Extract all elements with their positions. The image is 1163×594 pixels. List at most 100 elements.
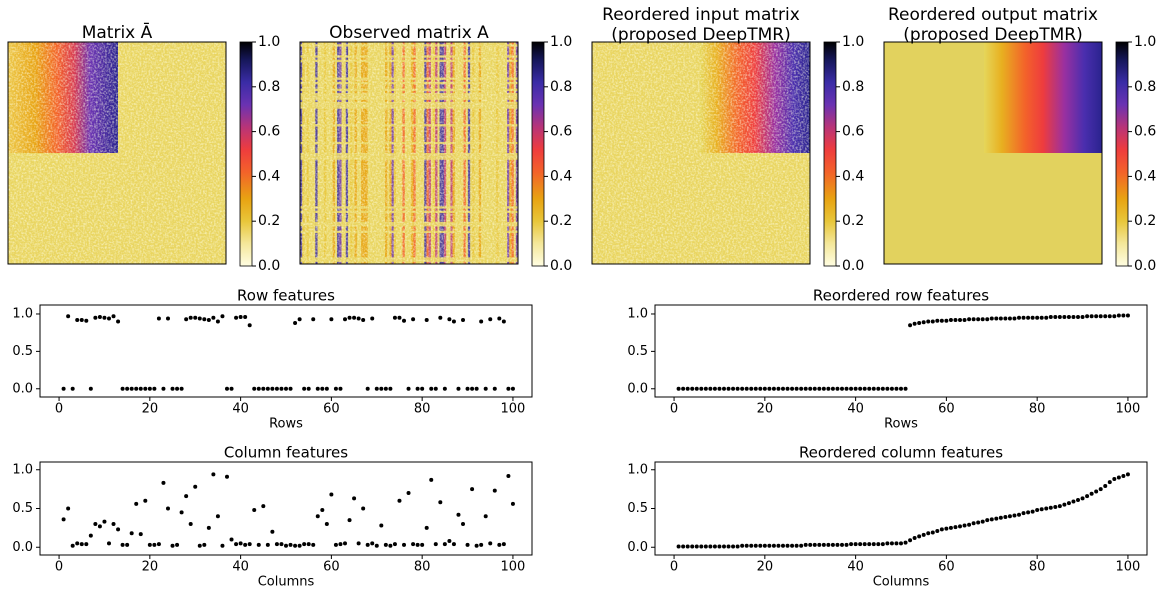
- point: [1003, 316, 1008, 321]
- point: [397, 315, 402, 320]
- colorbar-tick-label: 0.0: [1134, 258, 1156, 274]
- point: [234, 542, 239, 547]
- point: [1039, 507, 1044, 512]
- point: [156, 542, 161, 547]
- point: [288, 386, 293, 391]
- point: [776, 543, 781, 548]
- point: [703, 544, 708, 549]
- point: [70, 543, 75, 548]
- point: [143, 498, 148, 503]
- point: [170, 386, 175, 391]
- point: [690, 386, 695, 391]
- x-tick-label: 0: [55, 560, 63, 575]
- point: [712, 386, 717, 391]
- point: [383, 386, 388, 391]
- point: [1021, 315, 1026, 320]
- point: [206, 525, 211, 530]
- point: [388, 543, 393, 548]
- x-axis-label: Rows: [884, 417, 918, 432]
- point: [279, 542, 284, 547]
- point: [1057, 504, 1062, 509]
- point: [420, 542, 425, 547]
- colorbar-tick-label: 1.0: [1134, 34, 1156, 50]
- point: [844, 386, 849, 391]
- y-tick-label: 1.0: [12, 306, 33, 321]
- point: [243, 314, 248, 319]
- point: [106, 316, 111, 321]
- point: [976, 317, 981, 322]
- point: [1007, 316, 1012, 321]
- plot-frame: [39, 304, 533, 398]
- point: [470, 487, 475, 492]
- point: [402, 318, 407, 323]
- point: [821, 386, 826, 391]
- point: [234, 315, 239, 320]
- point: [867, 542, 872, 547]
- point: [899, 386, 903, 391]
- x-tick-label: 20: [142, 560, 159, 575]
- point: [749, 543, 754, 548]
- colorbar-tick-label: 0.8: [842, 79, 864, 95]
- point: [885, 386, 890, 391]
- point: [184, 317, 189, 322]
- point: [808, 386, 813, 391]
- point: [1085, 314, 1090, 319]
- point: [1116, 475, 1121, 480]
- point: [880, 542, 885, 547]
- point: [211, 315, 216, 320]
- point: [1026, 315, 1031, 320]
- point: [238, 541, 243, 546]
- y-tick-label: 0.0: [12, 540, 33, 555]
- point: [88, 533, 93, 538]
- point: [320, 508, 325, 513]
- point: [1062, 314, 1067, 319]
- point: [780, 386, 785, 391]
- point: [215, 514, 220, 519]
- point: [370, 316, 375, 321]
- point: [188, 315, 193, 320]
- point: [324, 386, 329, 391]
- point: [365, 386, 370, 391]
- colorbar: [823, 41, 837, 267]
- point: [871, 542, 876, 547]
- point: [985, 317, 990, 322]
- point: [1053, 314, 1058, 319]
- point: [867, 386, 872, 391]
- point: [488, 541, 493, 546]
- x-tick-label: 40: [232, 402, 249, 417]
- colorbar: [1115, 41, 1129, 267]
- point: [731, 386, 736, 391]
- point: [456, 512, 461, 517]
- point: [352, 496, 357, 501]
- point: [433, 542, 438, 547]
- point: [994, 316, 999, 321]
- point: [465, 542, 470, 547]
- point: [97, 524, 102, 529]
- point: [447, 539, 452, 544]
- point: [329, 317, 334, 322]
- point: [753, 543, 758, 548]
- point: [161, 480, 166, 485]
- point: [429, 386, 434, 391]
- point: [939, 318, 944, 323]
- point: [681, 544, 686, 549]
- point: [885, 541, 890, 546]
- point: [193, 484, 198, 489]
- point: [66, 314, 71, 319]
- point: [324, 522, 329, 526]
- point: [315, 386, 320, 391]
- point: [1044, 506, 1049, 511]
- point: [492, 488, 497, 493]
- point: [261, 386, 266, 391]
- point: [116, 319, 121, 324]
- point: [826, 386, 831, 391]
- point: [156, 316, 161, 321]
- point: [989, 517, 994, 522]
- point: [1080, 314, 1085, 319]
- point: [767, 543, 772, 548]
- point: [1103, 314, 1108, 319]
- point: [256, 542, 261, 547]
- point: [1094, 489, 1099, 494]
- point: [685, 544, 690, 549]
- y-tick-label: 0.5: [12, 501, 33, 516]
